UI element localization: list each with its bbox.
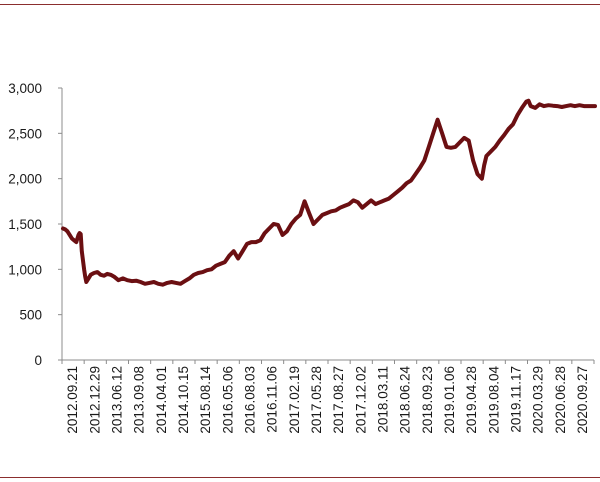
x-tick-label: 2013.09.08 [132,366,147,434]
x-tick-label: 2019.01.06 [442,366,457,434]
x-tick-label: 2014.04.01 [154,366,169,434]
y-tick-label: 2,500 [8,126,42,141]
x-tick-label: 2014.10.15 [176,366,191,434]
x-tick-label: 2017.02.19 [287,366,302,434]
x-tick-label: 2018.06.24 [398,366,413,434]
x-tick-label: 2016.08.03 [242,366,257,434]
x-tick-label: 2019.11.17 [508,366,523,433]
top-border-line [0,4,600,5]
x-tick-label: 2012.09.21 [65,366,80,434]
y-tick-label: 3,000 [8,81,42,96]
x-tick-label: 2020.06.28 [553,366,568,434]
x-tick-label: 2018.03.11 [375,366,390,433]
series-area [61,98,597,287]
x-tick-label: 2018.09.23 [420,366,435,434]
series-line [61,98,597,287]
x-tick-label: 2020.03.29 [531,366,546,434]
y-tick-label: 500 [19,308,42,323]
x-tick-label: 2012.12.29 [87,366,102,434]
x-tick-label: 2015.08.14 [198,366,213,434]
x-tick-label: 2017.08.27 [331,366,346,434]
x-tick-label: 2020.09.27 [575,366,590,434]
y-tick-label: 2,000 [8,172,42,187]
x-tick-label: 2016.11.06 [265,366,280,433]
x-axis: 2012.09.21 2012.12.29 2013.06.12 2013.09.08… [61,359,595,434]
y-tick-label: 1,000 [8,262,42,277]
y-axis: 0 500 1,000 1,500 2,000 2,500 3,000 [8,81,63,368]
x-tick-label: 2013.06.12 [109,366,124,434]
x-tick-label: 2017.12.02 [353,366,368,434]
y-tick-label: 1,500 [8,217,42,232]
x-tick-label: 2019.08.04 [486,366,501,434]
bottom-border-line [0,477,600,478]
x-tick-label: 2019.04.28 [464,366,479,434]
x-tick-label: 2017.05.28 [309,366,324,434]
y-tick-label: 0 [34,353,42,368]
x-tick-label: 2016.05.06 [220,366,235,434]
